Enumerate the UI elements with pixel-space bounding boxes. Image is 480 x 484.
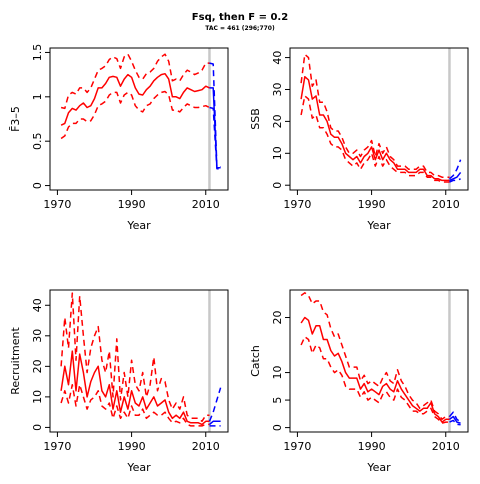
x-tick-label: 1970 xyxy=(43,440,71,453)
panel-4: 1970 1990 2010 0 5 10 20 Year Catch xyxy=(249,289,469,474)
y-tick-label: 20 xyxy=(31,359,44,373)
x-tick-label: 1970 xyxy=(283,198,311,211)
y-axis-label: Recruitment xyxy=(9,327,22,395)
projection-bound-line-4 xyxy=(208,387,222,422)
y-tick-label: 20 xyxy=(271,311,284,325)
y-tick-label: 10 xyxy=(271,146,284,160)
projection-bound-line-5 xyxy=(449,178,461,183)
x-tick-label: 1970 xyxy=(283,440,311,453)
y-tick-label: 0 xyxy=(31,424,44,431)
y-tick-label: 0.5 xyxy=(31,132,44,150)
x-axis-label: Year xyxy=(126,461,151,474)
y-axis-label: SSB xyxy=(249,108,262,130)
y-tick-label: 30 xyxy=(31,329,44,343)
y-tick-label: 30 xyxy=(271,82,284,96)
historical-bound-line-2 xyxy=(300,336,450,424)
projection-estimate-line-3 xyxy=(209,420,221,425)
x-tick-label: 1990 xyxy=(358,440,386,453)
projection-bound-line-5 xyxy=(209,106,221,170)
x-tick-label: 1990 xyxy=(118,198,146,211)
historical-estimate-line-0 xyxy=(60,350,210,426)
y-tick-label: 0 xyxy=(271,424,284,431)
y-tick-label: 10 xyxy=(271,366,284,380)
x-tick-label: 1990 xyxy=(358,198,386,211)
projection-bound-line-4 xyxy=(209,62,221,168)
projection-bound-line-4 xyxy=(448,411,462,423)
y-tick-label: 10 xyxy=(31,390,44,404)
projection-bound-line-4 xyxy=(449,159,462,180)
y-tick-label: 0 xyxy=(271,182,284,189)
historical-bound-line-1 xyxy=(300,53,450,178)
plot-frame xyxy=(289,289,469,433)
projection-estimate-line-3 xyxy=(449,171,462,182)
panel-3: 1970 1990 2010 0 10 20 30 40 Year Recruitment xyxy=(9,289,229,474)
historical-bound-line-1 xyxy=(60,292,210,423)
x-axis-label: Year xyxy=(366,461,391,474)
historical-estimate-line-0 xyxy=(300,316,450,423)
x-tick-label: 1990 xyxy=(118,440,146,453)
y-tick-label: 0 xyxy=(31,182,44,189)
plot-frame xyxy=(289,47,469,191)
y-tick-label: 40 xyxy=(31,298,44,312)
y-tick-label: 1.5 xyxy=(31,44,44,62)
y-tick-label: 40 xyxy=(271,51,284,65)
y-axis-label: F̄3–5 xyxy=(9,106,22,132)
x-tick-label: 2010 xyxy=(432,198,460,211)
historical-estimate-line-0 xyxy=(300,75,450,182)
x-axis-label: Year xyxy=(126,219,151,232)
plot-frame xyxy=(49,47,229,191)
y-tick-label: 5 xyxy=(271,397,284,404)
x-tick-label: 2010 xyxy=(192,198,220,211)
figure-subtitle: TAC = 461 (296;770) xyxy=(205,25,275,32)
y-tick-label: 20 xyxy=(271,114,284,128)
x-tick-label: 2010 xyxy=(432,440,460,453)
y-axis-label: Catch xyxy=(249,345,262,377)
historical-bound-line-2 xyxy=(60,90,210,140)
projection-bound-line-5 xyxy=(449,419,461,426)
historical-bound-line-1 xyxy=(300,292,450,421)
projection-estimate-line-3 xyxy=(449,415,461,424)
x-tick-label: 1970 xyxy=(43,198,71,211)
plot-frame xyxy=(49,289,229,433)
panel-1: 1970 1990 2010 0 0.5 1 1.5 Year F̄3–5 xyxy=(9,44,229,232)
historical-bound-line-2 xyxy=(60,383,210,427)
y-tick-label: 1 xyxy=(31,93,44,100)
x-tick-label: 2010 xyxy=(192,440,220,453)
panel-2: 1970 1990 2010 0 10 20 30 40 Year SSB xyxy=(249,47,469,232)
x-axis-label: Year xyxy=(366,219,391,232)
historical-bound-line-2 xyxy=(300,95,450,183)
historical-bound-line-1 xyxy=(60,53,210,110)
historical-estimate-line-0 xyxy=(60,72,210,126)
figure-title: Fsq, then F = 0.2 xyxy=(192,12,288,23)
